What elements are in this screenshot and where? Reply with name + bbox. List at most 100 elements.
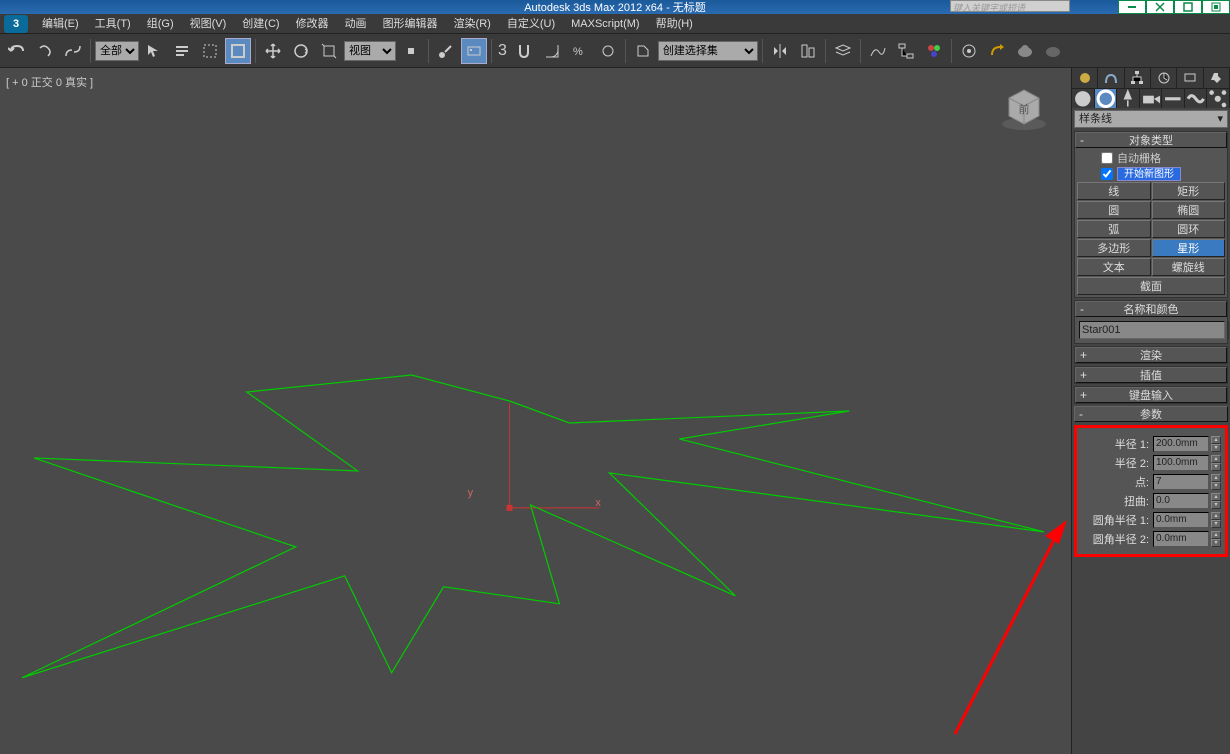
render-prod-button[interactable] — [1040, 38, 1066, 64]
menu-edit[interactable]: 编辑(E) — [34, 14, 87, 34]
menu-custom[interactable]: 自定义(U) — [499, 14, 563, 34]
shape-donut[interactable]: 圆环 — [1152, 220, 1226, 238]
create-tab[interactable] — [1072, 68, 1098, 88]
selection-filter[interactable]: 全部 — [95, 41, 139, 61]
rollout-interpolation[interactable]: +插值 — [1075, 367, 1227, 383]
menu-view[interactable]: 视图(V) — [182, 14, 235, 34]
layers-button[interactable] — [830, 38, 856, 64]
align-button[interactable] — [795, 38, 821, 64]
win-btn-4[interactable] — [1202, 0, 1230, 14]
menu-group[interactable]: 组(G) — [139, 14, 182, 34]
schematic-button[interactable] — [893, 38, 919, 64]
rollout-object-type[interactable]: -对象类型 — [1075, 132, 1227, 148]
menu-render[interactable]: 渲染(R) — [446, 14, 499, 34]
help-search-input[interactable]: 键入关键字或短语 — [950, 0, 1070, 12]
shape-ellipse[interactable]: 椭圆 — [1152, 201, 1226, 219]
display-tab[interactable] — [1177, 68, 1203, 88]
shape-arc[interactable]: 弧 — [1077, 220, 1151, 238]
percent-snap[interactable]: % — [567, 38, 593, 64]
radius2-spinner[interactable]: ▴▾ — [1211, 455, 1221, 471]
render-setup-button[interactable] — [956, 38, 982, 64]
app-logo[interactable]: 3 — [4, 15, 28, 33]
helpers-tab[interactable] — [1162, 89, 1185, 108]
shape-rectangle[interactable]: 矩形 — [1152, 182, 1226, 200]
win-btn-1[interactable] — [1118, 0, 1146, 14]
shape-line[interactable]: 线 — [1077, 182, 1151, 200]
select-window-button[interactable] — [225, 38, 251, 64]
utilities-tab[interactable] — [1204, 68, 1230, 88]
undo-button[interactable] — [4, 38, 30, 64]
mirror-button[interactable] — [767, 38, 793, 64]
object-name-input[interactable] — [1079, 321, 1225, 339]
radius2-input[interactable] — [1153, 455, 1209, 471]
keyboard-shortcut-button[interactable] — [461, 38, 487, 64]
menu-tools[interactable]: 工具(T) — [87, 14, 139, 34]
win-btn-3[interactable] — [1174, 0, 1202, 14]
redo-button[interactable] — [32, 38, 58, 64]
distortion-spinner[interactable]: ▴▾ — [1211, 493, 1221, 509]
viewport[interactable]: [ + 0 正交 0 真实 ] 前 y x — [0, 68, 1072, 754]
radius1-input[interactable] — [1153, 436, 1209, 452]
shape-star[interactable]: 星形 — [1152, 239, 1226, 257]
spacewarps-tab[interactable] — [1185, 89, 1208, 108]
select-region-button[interactable] — [197, 38, 223, 64]
object-color-swatch[interactable] — [1227, 321, 1229, 339]
angle-snap[interactable] — [539, 38, 565, 64]
pivot-button[interactable] — [398, 38, 424, 64]
menu-graph[interactable]: 图形编辑器 — [375, 14, 446, 34]
menu-maxscript[interactable]: MAXScript(M) — [563, 14, 647, 34]
points-spinner[interactable]: ▴▾ — [1211, 474, 1221, 490]
start-shape-checkbox[interactable] — [1101, 168, 1113, 180]
auto-grid-label: 自动栅格 — [1117, 150, 1161, 166]
ref-coord-dropdown[interactable]: 视图 — [344, 41, 396, 61]
shapes-tab[interactable] — [1095, 89, 1118, 108]
shape-section[interactable]: 截面 — [1077, 277, 1225, 295]
material-editor-button[interactable] — [921, 38, 947, 64]
rotate-button[interactable] — [288, 38, 314, 64]
scale-button[interactable] — [316, 38, 342, 64]
select-button[interactable] — [141, 38, 167, 64]
menu-help[interactable]: 帮助(H) — [648, 14, 701, 34]
menu-modifiers[interactable]: 修改器 — [288, 14, 337, 34]
fillet1-input[interactable] — [1153, 512, 1209, 528]
radius1-spinner[interactable]: ▴▾ — [1211, 436, 1221, 452]
hierarchy-tab[interactable] — [1125, 68, 1151, 88]
move-button[interactable] — [260, 38, 286, 64]
points-input[interactable] — [1153, 474, 1209, 490]
lights-tab[interactable] — [1117, 89, 1140, 108]
edit-named-sel[interactable] — [630, 38, 656, 64]
distortion-input[interactable] — [1153, 493, 1209, 509]
manip-button[interactable] — [433, 38, 459, 64]
cameras-tab[interactable] — [1140, 89, 1163, 108]
modify-tab[interactable] — [1098, 68, 1124, 88]
rollout-name-color[interactable]: -名称和颜色 — [1075, 301, 1227, 317]
select-name-button[interactable] — [169, 38, 195, 64]
named-selection-set[interactable]: 创建选择集 — [658, 41, 758, 61]
render-frame-button[interactable] — [984, 38, 1010, 64]
motion-tab[interactable] — [1151, 68, 1177, 88]
shape-type-dropdown[interactable]: 样条线 — [1074, 110, 1228, 128]
star-shape[interactable] — [22, 375, 1044, 678]
shape-text[interactable]: 文本 — [1077, 258, 1151, 276]
shape-circle[interactable]: 圆 — [1077, 201, 1151, 219]
start-new-shape-button[interactable]: 开始新图形 — [1117, 167, 1181, 181]
fillet2-spinner[interactable]: ▴▾ — [1211, 531, 1221, 547]
rollout-parameters[interactable]: -参数 — [1074, 406, 1228, 422]
auto-grid-checkbox[interactable] — [1101, 152, 1113, 164]
shape-ngon[interactable]: 多边形 — [1077, 239, 1151, 257]
fillet1-spinner[interactable]: ▴▾ — [1211, 512, 1221, 528]
systems-tab[interactable] — [1207, 89, 1230, 108]
link-button[interactable] — [60, 38, 86, 64]
rollout-render[interactable]: +渲染 — [1075, 347, 1227, 363]
menu-create[interactable]: 创建(C) — [234, 14, 287, 34]
geometry-tab[interactable] — [1072, 89, 1095, 108]
win-btn-2[interactable] — [1146, 0, 1174, 14]
rollout-keyboard[interactable]: +键盘输入 — [1075, 387, 1227, 403]
spinner-snap[interactable] — [595, 38, 621, 64]
curve-editor-button[interactable] — [865, 38, 891, 64]
menu-animation[interactable]: 动画 — [337, 14, 375, 34]
snap-toggle[interactable] — [511, 38, 537, 64]
render-button[interactable] — [1012, 38, 1038, 64]
shape-helix[interactable]: 螺旋线 — [1152, 258, 1226, 276]
fillet2-input[interactable] — [1153, 531, 1209, 547]
